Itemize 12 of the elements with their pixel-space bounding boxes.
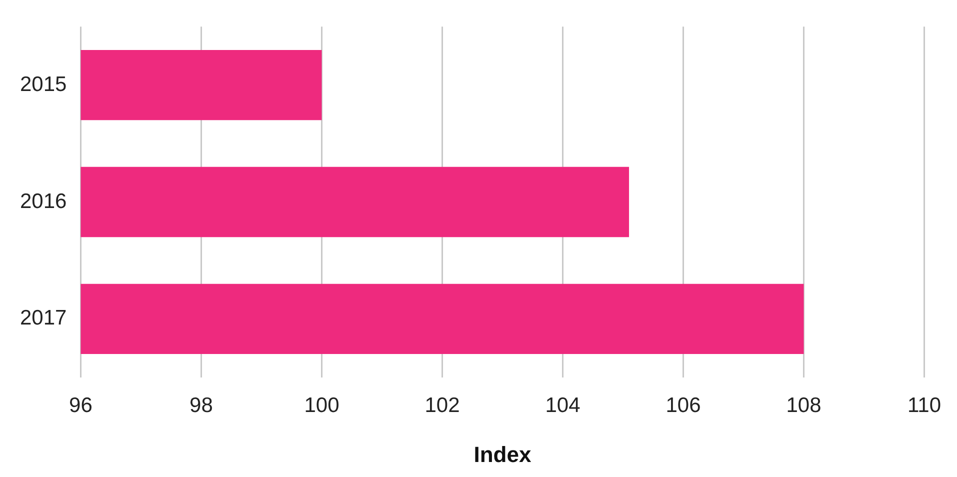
x-tick-label: 96 [69,394,92,417]
x-tick-label: 106 [666,394,701,417]
x-tick-label: 110 [908,394,942,417]
x-tick-label: 102 [424,394,460,417]
x-tick-label: 98 [190,394,213,417]
x-tick-label: 100 [304,394,340,417]
y-tick-label: 2015 [20,72,67,96]
y-tick-label: 2016 [20,190,67,213]
x-tick-label: 104 [545,394,581,417]
y-tick-label: 2017 [20,306,67,330]
x-axis-title: Index [474,442,532,467]
x-tick-label: 108 [786,394,822,417]
